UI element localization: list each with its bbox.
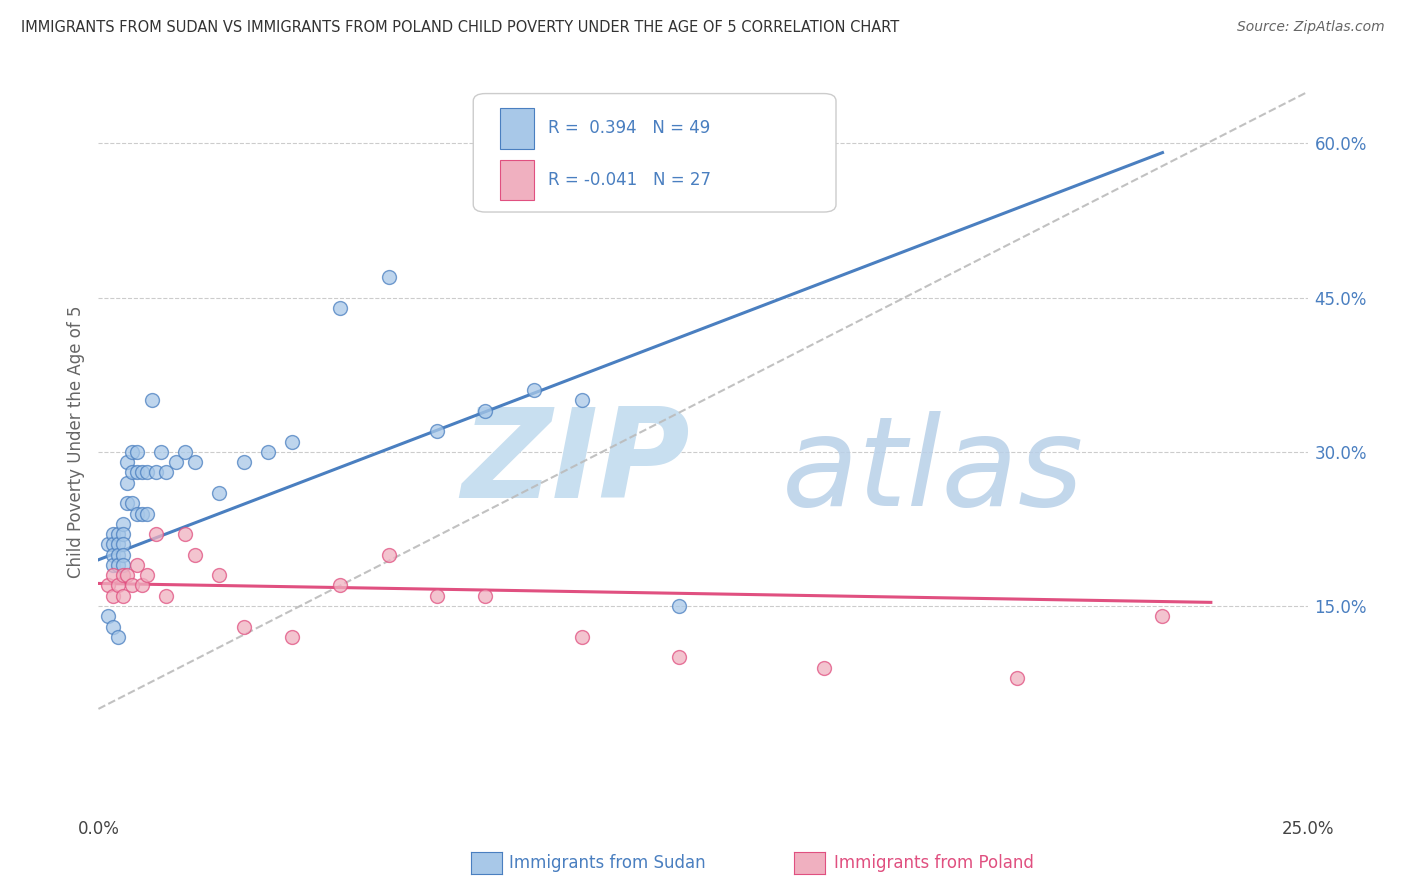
FancyBboxPatch shape	[474, 94, 837, 212]
Point	[141, 393, 163, 408]
Point	[97, 537, 120, 551]
Point	[135, 466, 157, 480]
Text: R =  0.394   N = 49: R = 0.394 N = 49	[548, 119, 710, 136]
Text: atlas: atlas	[782, 410, 1084, 532]
Point	[474, 403, 496, 417]
Text: IMMIGRANTS FROM SUDAN VS IMMIGRANTS FROM POLAND CHILD POVERTY UNDER THE AGE OF 5: IMMIGRANTS FROM SUDAN VS IMMIGRANTS FROM…	[21, 20, 900, 35]
Point	[571, 630, 593, 644]
Point	[813, 187, 835, 202]
Point	[668, 650, 690, 665]
Point	[1007, 671, 1029, 685]
Point	[131, 466, 153, 480]
Point	[426, 589, 449, 603]
Point	[329, 301, 352, 315]
Point	[135, 507, 157, 521]
Point	[145, 527, 167, 541]
Point	[377, 270, 399, 285]
Point	[426, 424, 449, 438]
Point	[111, 568, 134, 582]
Point	[150, 445, 173, 459]
Point	[184, 455, 207, 469]
Point	[155, 589, 177, 603]
Point	[256, 445, 278, 459]
Point	[117, 475, 139, 490]
Point	[174, 527, 197, 541]
Point	[121, 578, 143, 592]
Point	[232, 619, 254, 633]
Point	[145, 466, 167, 480]
Point	[117, 496, 139, 510]
Point	[474, 589, 496, 603]
Point	[571, 393, 593, 408]
Point	[111, 527, 134, 541]
Point	[174, 445, 197, 459]
Point	[101, 537, 124, 551]
Point	[377, 548, 399, 562]
Point	[135, 568, 157, 582]
Point	[107, 537, 129, 551]
Point	[329, 578, 352, 592]
Text: R = -0.041   N = 27: R = -0.041 N = 27	[548, 170, 711, 188]
Point	[127, 507, 149, 521]
Point	[111, 589, 134, 603]
Point	[208, 486, 231, 500]
Text: ZIP: ZIP	[461, 403, 690, 524]
Point	[281, 434, 304, 449]
Point	[101, 558, 124, 572]
Point	[107, 578, 129, 592]
Point	[1152, 609, 1174, 624]
Point	[155, 466, 177, 480]
Point	[117, 568, 139, 582]
Point	[121, 445, 143, 459]
Point	[107, 630, 129, 644]
Point	[165, 455, 187, 469]
Point	[208, 568, 231, 582]
Point	[281, 630, 304, 644]
Point	[101, 589, 124, 603]
Point	[107, 548, 129, 562]
Point	[101, 619, 124, 633]
Point	[111, 537, 134, 551]
Point	[668, 599, 690, 613]
Point	[131, 578, 153, 592]
Point	[111, 558, 134, 572]
Text: Immigrants from Poland: Immigrants from Poland	[834, 855, 1033, 872]
Y-axis label: Child Poverty Under the Age of 5: Child Poverty Under the Age of 5	[66, 305, 84, 578]
Point	[101, 527, 124, 541]
Point	[127, 445, 149, 459]
Point	[117, 455, 139, 469]
FancyBboxPatch shape	[501, 160, 534, 201]
Point	[121, 496, 143, 510]
Text: Immigrants from Sudan: Immigrants from Sudan	[509, 855, 706, 872]
Point	[107, 558, 129, 572]
Point	[97, 609, 120, 624]
Point	[127, 558, 149, 572]
Point	[111, 516, 134, 531]
Point	[111, 548, 134, 562]
Point	[121, 466, 143, 480]
FancyBboxPatch shape	[501, 108, 534, 148]
Point	[813, 661, 835, 675]
Point	[107, 527, 129, 541]
Point	[101, 568, 124, 582]
Point	[184, 548, 207, 562]
Point	[127, 466, 149, 480]
Point	[523, 383, 546, 397]
Point	[101, 548, 124, 562]
Point	[97, 578, 120, 592]
Point	[232, 455, 254, 469]
Text: Source: ZipAtlas.com: Source: ZipAtlas.com	[1237, 20, 1385, 34]
Point	[131, 507, 153, 521]
